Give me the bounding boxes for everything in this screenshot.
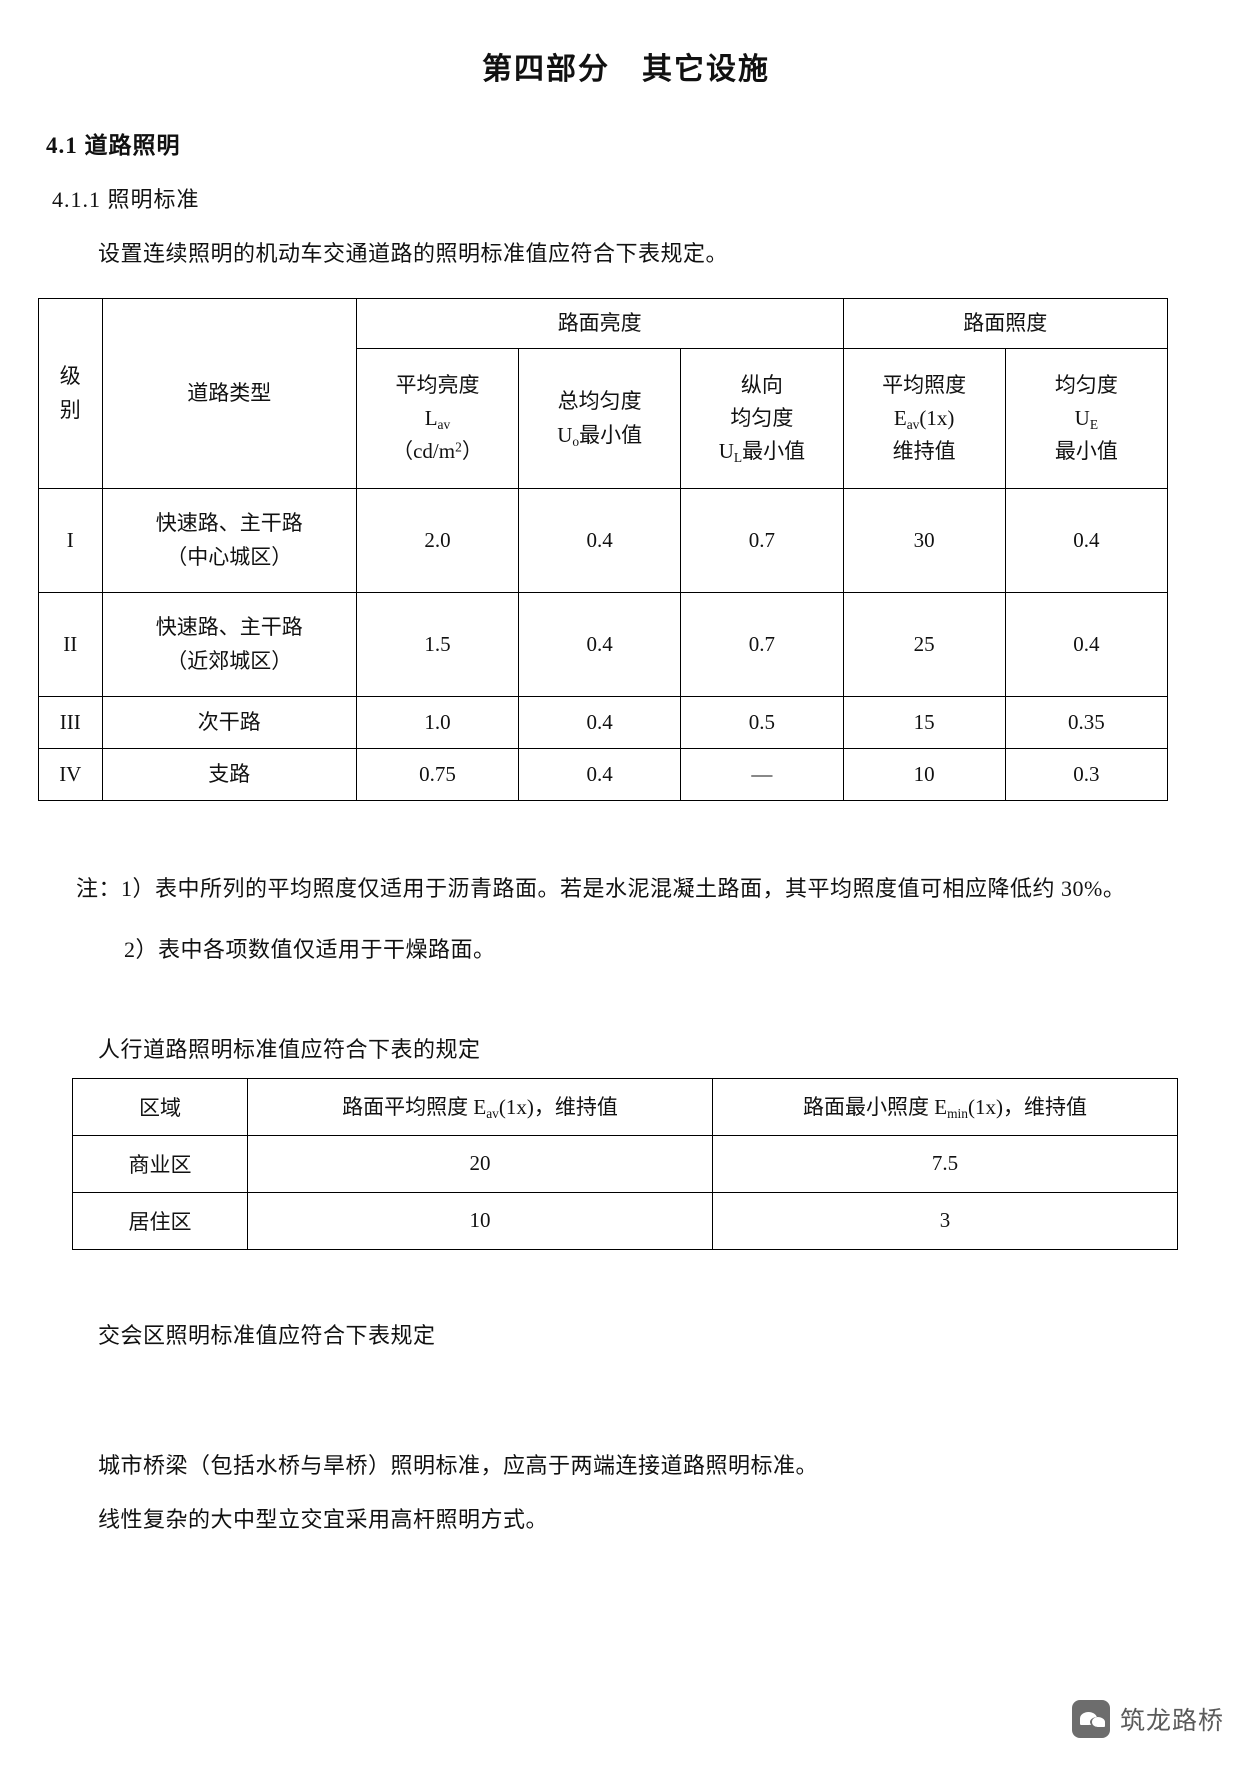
table-note-1: 注：1）表中所列的平均照度仅适用于沥青路面。若是水泥混凝土路面，其平均照度值可相… xyxy=(76,876,1126,901)
header-road-type: 道路类型 xyxy=(101,298,357,489)
cell-u0: 0.4 xyxy=(518,696,682,749)
cell-area: 居住区 xyxy=(72,1191,248,1250)
cell-eav: 10 xyxy=(842,748,1006,801)
table-header-row: 区域 路面平均照度 Eav(1x)，维持值 路面最小照度 Emin(1x)，维持… xyxy=(72,1077,1178,1136)
document-page: 第四部分 其它设施 4.1 道路照明 4.1.1 照明标准 设置连续照明的机动车… xyxy=(0,26,1252,1766)
cell-minimum-illuminance: 3 xyxy=(712,1191,1178,1250)
header-illuminance-uniformity: 均匀度 UE 最小值 xyxy=(1004,348,1169,489)
cell-lav: 2.0 xyxy=(355,488,520,593)
cell-ul: — xyxy=(680,748,844,801)
cell-ul: 0.7 xyxy=(680,592,844,697)
cell-road-type: 次干路 xyxy=(101,696,357,749)
header-road-illuminance: 路面照度 xyxy=(842,298,1169,349)
table-row: I 快速路、主干路 （中心城区） 2.0 0.4 0.7 30 0.4 xyxy=(38,488,1169,593)
cell-road-type: 快速路、主干路 （近郊城区） xyxy=(101,592,357,697)
cell-level: III xyxy=(38,696,103,749)
watermark-label: 筑龙路桥 xyxy=(1119,1707,1224,1735)
cell-average-illuminance: 10 xyxy=(247,1191,713,1250)
table-note-2: 2）表中各项数值仅适用于干燥路面。 xyxy=(124,936,496,962)
header-area: 区域 xyxy=(72,1077,248,1136)
pedestrian-lighting-standards-table: 区域 路面平均照度 Eav(1x)，维持值 路面最小照度 Emin(1x)，维持… xyxy=(72,1077,1178,1250)
table-header-group-row: 级 别 道路类型 路面亮度 路面照度 xyxy=(38,298,1169,489)
cell-ue: 0.3 xyxy=(1004,748,1169,801)
intersection-intro-paragraph: 交会区照明标准值应符合下表规定 xyxy=(98,1322,436,1348)
spacer xyxy=(36,1396,1216,1426)
cell-ue: 0.4 xyxy=(1004,488,1169,593)
cell-area: 商业区 xyxy=(72,1134,248,1193)
table-row: IV 支路 0.75 0.4 — 10 0.3 xyxy=(38,748,1169,801)
spacer xyxy=(36,1250,1216,1296)
table-row: III 次干路 1.0 0.4 0.5 15 0.35 xyxy=(38,696,1169,749)
cell-lav: 1.5 xyxy=(355,592,520,697)
subsection-heading-4-1-1: 4.1.1 照明标准 xyxy=(52,187,200,212)
cell-road-type: 支路 xyxy=(101,748,357,801)
table-header-sub-row: 平均亮度 Lav （cd/m2） 总均匀度 Uo最小值 纵向 均匀度 UL最小值… xyxy=(39,348,1169,489)
header-level: 级 别 xyxy=(38,298,103,489)
cell-average-illuminance: 20 xyxy=(247,1134,713,1193)
cell-minimum-illuminance: 7.5 xyxy=(712,1134,1178,1193)
cell-level: IV xyxy=(38,748,103,801)
closing-paragraph-1: 城市桥梁（包括水桥与旱桥）照明标准，应高于两端连接道路照明标准。 xyxy=(98,1452,819,1478)
road-lighting-standards-table: 级 别 道路类型 路面亮度 路面照度 平均亮度 Lav （cd/m2） 总均匀度… xyxy=(38,298,1169,801)
cell-level: I xyxy=(38,488,103,593)
cell-eav: 25 xyxy=(842,592,1006,697)
cell-ue: 0.35 xyxy=(1004,696,1169,749)
section-heading-4-1: 4.1 道路照明 xyxy=(46,133,181,158)
pedestrian-intro-paragraph: 人行道路照明标准值应符合下表的规定 xyxy=(98,1036,481,1062)
cell-lav: 1.0 xyxy=(355,696,520,749)
cell-road-type: 快速路、主干路 （中心城区） xyxy=(101,488,357,593)
watermark: 筑龙路桥 xyxy=(1071,1700,1224,1738)
cell-eav: 30 xyxy=(842,488,1006,593)
closing-paragraph-2: 线性复杂的大中型立交宜采用高杆照明方式。 xyxy=(98,1506,549,1532)
spacer xyxy=(36,801,1216,847)
cell-ue: 0.4 xyxy=(1004,592,1169,697)
page-title: 第四部分 其它设施 xyxy=(482,53,770,86)
table-row: II 快速路、主干路 （近郊城区） 1.5 0.4 0.7 25 0.4 xyxy=(38,592,1169,697)
cell-u0: 0.4 xyxy=(518,488,682,593)
header-average-illuminance: 平均照度 Eav(1x) 维持值 xyxy=(842,348,1006,489)
cell-eav: 15 xyxy=(842,696,1006,749)
header-overall-uniformity: 总均匀度 Uo最小值 xyxy=(518,348,682,489)
intro-paragraph: 设置连续照明的机动车交通道路的照明标准值应符合下表规定。 xyxy=(98,241,729,266)
header-average-illuminance: 路面平均照度 Eav(1x)，维持值 xyxy=(247,1077,713,1136)
table-row: 商业区 20 7.5 xyxy=(72,1134,1178,1193)
cell-u0: 0.4 xyxy=(518,592,682,697)
cell-u0: 0.4 xyxy=(518,748,682,801)
table-row: 居住区 10 3 xyxy=(72,1191,1178,1250)
cell-lav: 0.75 xyxy=(355,748,520,801)
cell-level: II xyxy=(38,592,103,697)
header-minimum-illuminance: 路面最小照度 Emin(1x)，维持值 xyxy=(712,1077,1178,1136)
wechat-icon xyxy=(1071,1700,1110,1738)
cell-ul: 0.5 xyxy=(680,696,844,749)
spacer xyxy=(36,964,1216,1010)
header-longitudinal-uniformity: 纵向 均匀度 UL最小值 xyxy=(680,348,844,489)
spacer xyxy=(36,1350,1216,1396)
header-road-luminance: 路面亮度 xyxy=(355,298,844,349)
cell-ul: 0.7 xyxy=(680,488,844,593)
header-average-luminance: 平均亮度 Lav （cd/m2） xyxy=(355,348,520,489)
